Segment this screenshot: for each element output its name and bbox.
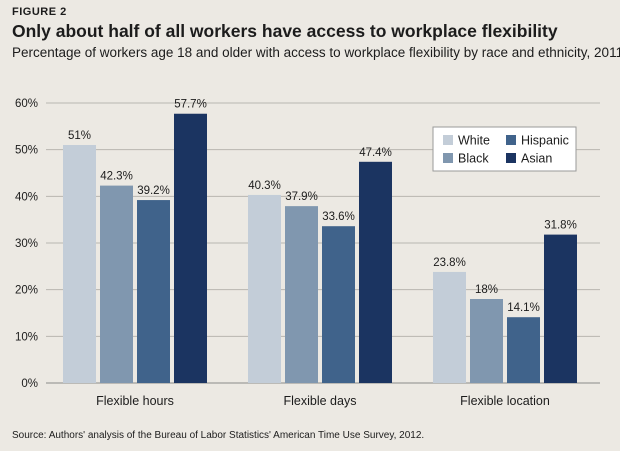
legend-label-white: White [458,134,490,148]
bar-black [100,185,133,383]
data-label: 40.3% [248,180,281,192]
y-tick-label: 20% [15,285,38,297]
bar-black [285,206,318,383]
y-tick-label: 60% [15,98,38,110]
y-tick-label: 30% [15,238,38,250]
bar-white [433,271,466,383]
bar-asian [174,113,207,383]
category-label: Flexible days [284,394,357,408]
data-label: 39.2% [137,185,170,197]
bar-hispanic [137,200,170,383]
y-tick-label: 10% [15,331,38,343]
legend-swatch-asian [506,153,516,163]
data-label: 57.7% [174,99,207,111]
category-label: Flexible location [460,394,550,408]
legend-swatch-hispanic [506,135,516,145]
source-note: Source: Authors' analysis of the Bureau … [12,430,425,441]
legend-swatch-black [443,153,453,163]
y-tick-label: 50% [15,145,38,157]
data-label: 37.9% [285,191,318,203]
legend-label-black: Black [458,152,489,166]
data-label: 51% [68,130,91,142]
data-label: 23.8% [433,257,466,269]
bar-asian [544,234,577,383]
figure-label: FIGURE 2 [12,6,67,18]
y-tick-label: 40% [15,191,38,203]
legend-label-asian: Asian [521,152,552,166]
chart-title: Only about half of all workers have acce… [12,21,558,41]
legend-box [432,126,577,172]
category-label: Flexible hours [96,394,174,408]
bar-white [63,145,96,383]
bar-hispanic [507,317,540,383]
legend-swatch-white [443,135,453,145]
bar-asian [359,161,392,383]
bar-black [470,299,503,383]
chart-subtitle: Percentage of workers age 18 and older w… [12,45,620,60]
data-label: 42.3% [100,171,133,183]
bar-white [248,194,281,383]
data-label: 18% [475,284,498,296]
data-label: 33.6% [322,211,355,223]
data-label: 47.4% [359,147,392,159]
y-tick-label: 0% [21,378,38,390]
bar-hispanic [322,226,355,383]
data-label: 31.8% [544,220,577,232]
data-label: 14.1% [507,302,540,314]
legend-label-hispanic: Hispanic [521,134,569,148]
